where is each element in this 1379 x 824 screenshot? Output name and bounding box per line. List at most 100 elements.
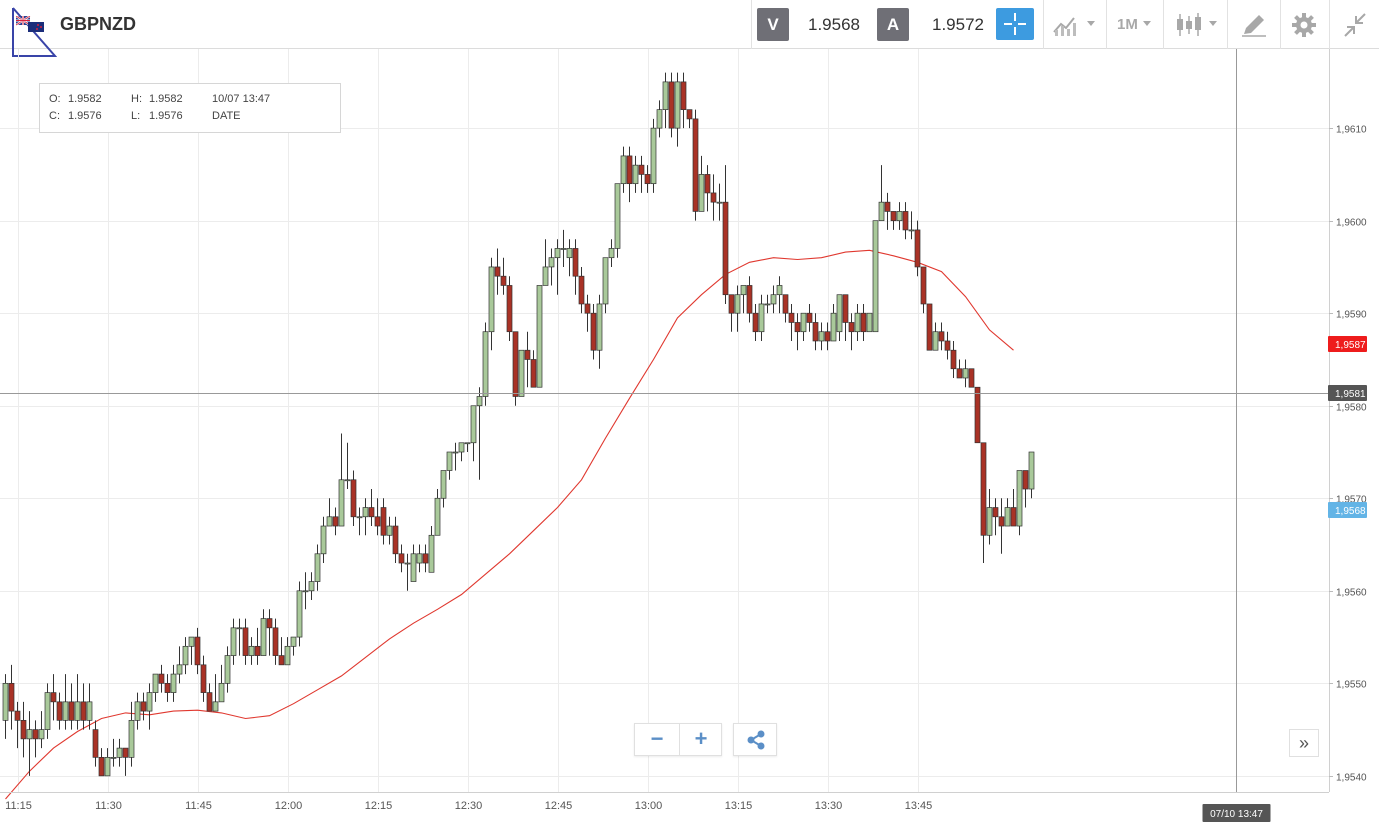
toolbar: GBPNZD V 1.9568 A 1.9572 1M: [0, 0, 1379, 57]
ma-price-tag-bg: [1328, 336, 1367, 352]
candle: [968, 368, 975, 388]
candle: [620, 146, 627, 193]
candle: [530, 350, 537, 388]
candle-body: [278, 655, 285, 666]
candle: [44, 683, 51, 739]
candle: [998, 498, 1005, 554]
candle-body: [230, 627, 237, 656]
low-label: L:: [131, 110, 141, 122]
candle-body: [620, 155, 627, 185]
symbol-title: GBPNZD: [60, 14, 136, 34]
timeframe-dropdown[interactable]: 1M: [1117, 12, 1157, 38]
candle: [434, 489, 441, 536]
buy-button[interactable]: A: [877, 8, 909, 41]
zoom-out-button[interactable]: −: [635, 724, 679, 755]
scroll-to-end-button[interactable]: »: [1289, 729, 1319, 757]
candle-body: [1010, 507, 1017, 527]
candle: [926, 303, 933, 351]
draw-tool-button[interactable]: [1240, 12, 1268, 38]
zoom-in-button[interactable]: +: [679, 724, 723, 755]
candle: [704, 165, 711, 212]
candle: [806, 303, 813, 332]
candle: [398, 544, 405, 573]
candle: [662, 72, 669, 129]
candle-body: [596, 303, 603, 351]
sell-price[interactable]: 1.9568: [808, 15, 860, 34]
candle-body: [206, 692, 213, 712]
candle-body: [500, 275, 507, 286]
candle: [416, 544, 423, 573]
buy-price[interactable]: 1.9572: [932, 15, 984, 34]
price-tick-label: 1,9600: [1336, 218, 1367, 229]
time-tick-label: 11:15: [5, 800, 32, 812]
candle: [440, 470, 447, 508]
plus-icon: +: [694, 726, 708, 751]
price-tick-label: 1,9610: [1336, 125, 1367, 136]
candle-body: [962, 368, 969, 379]
candle-body: [818, 331, 825, 342]
candle-body: [608, 248, 615, 259]
candle: [902, 202, 909, 240]
candle-body: [422, 553, 429, 564]
chevron-down-icon: [1087, 21, 1095, 26]
candle-body: [824, 331, 831, 342]
candle: [1028, 451, 1035, 499]
candle-body: [530, 359, 537, 388]
candle-style-button[interactable]: [1174, 12, 1220, 38]
toolbar-divider: [1329, 0, 1330, 49]
candle-body: [632, 164, 639, 185]
candle: [524, 331, 531, 388]
candle-body: [680, 81, 687, 110]
candle-body: [806, 312, 813, 323]
candle: [740, 285, 747, 314]
candle-body: [854, 312, 861, 333]
price-tags: 1,9587 1,9581 1,9568: [1328, 336, 1367, 518]
candle-body: [458, 442, 465, 453]
toolbar-divider: [1106, 0, 1107, 49]
candle: [242, 618, 249, 665]
collapse-button[interactable]: [1341, 12, 1369, 38]
minus-icon: −: [650, 726, 664, 751]
candle-body: [590, 312, 597, 351]
candle-body: [74, 701, 81, 721]
candle: [788, 303, 795, 341]
candle: [110, 738, 117, 767]
candle: [260, 609, 267, 656]
candle-body: [656, 109, 663, 129]
candle-body: [452, 451, 459, 454]
candle-body: [116, 747, 123, 758]
toolbar-divider: [1280, 0, 1281, 49]
candle: [848, 313, 855, 351]
sell-button[interactable]: V: [757, 8, 789, 41]
candle: [800, 312, 807, 341]
candle: [938, 322, 945, 351]
candle-body: [584, 303, 591, 314]
candle-body: [878, 201, 885, 222]
chart-type-button[interactable]: [1052, 12, 1098, 38]
candle-body: [716, 201, 723, 204]
candle: [206, 683, 213, 712]
candle-body: [554, 248, 561, 259]
candle: [518, 349, 525, 397]
candle-body: [782, 294, 789, 314]
candle-body: [572, 248, 579, 277]
candle-body: [476, 396, 483, 407]
candle: [650, 118, 657, 193]
price-tick-label: 1,9570: [1336, 495, 1367, 506]
time-tick-label: 12:00: [275, 800, 303, 812]
candle: [872, 220, 879, 333]
settings-button[interactable]: [1290, 12, 1318, 38]
share-button[interactable]: [733, 723, 777, 756]
ohlc-panel: O: 1.9582 H: 1.9582 10/07 13:47 C: 1.957…: [39, 83, 341, 133]
price-chart[interactable]: 1,9540 1,9550 1,9560 1,9570 1,9580 1,9590 1,96…: [0, 49, 1379, 824]
crosshair-layer: [0, 49, 1329, 792]
candle-body: [164, 682, 171, 693]
candle: [338, 433, 345, 527]
candle: [626, 146, 633, 203]
candle-body: [998, 516, 1005, 527]
candle-body: [260, 618, 267, 656]
candle-body: [578, 275, 585, 305]
crosshair-button[interactable]: [996, 8, 1034, 40]
candle-body: [776, 285, 783, 296]
candle-body: [302, 590, 309, 593]
